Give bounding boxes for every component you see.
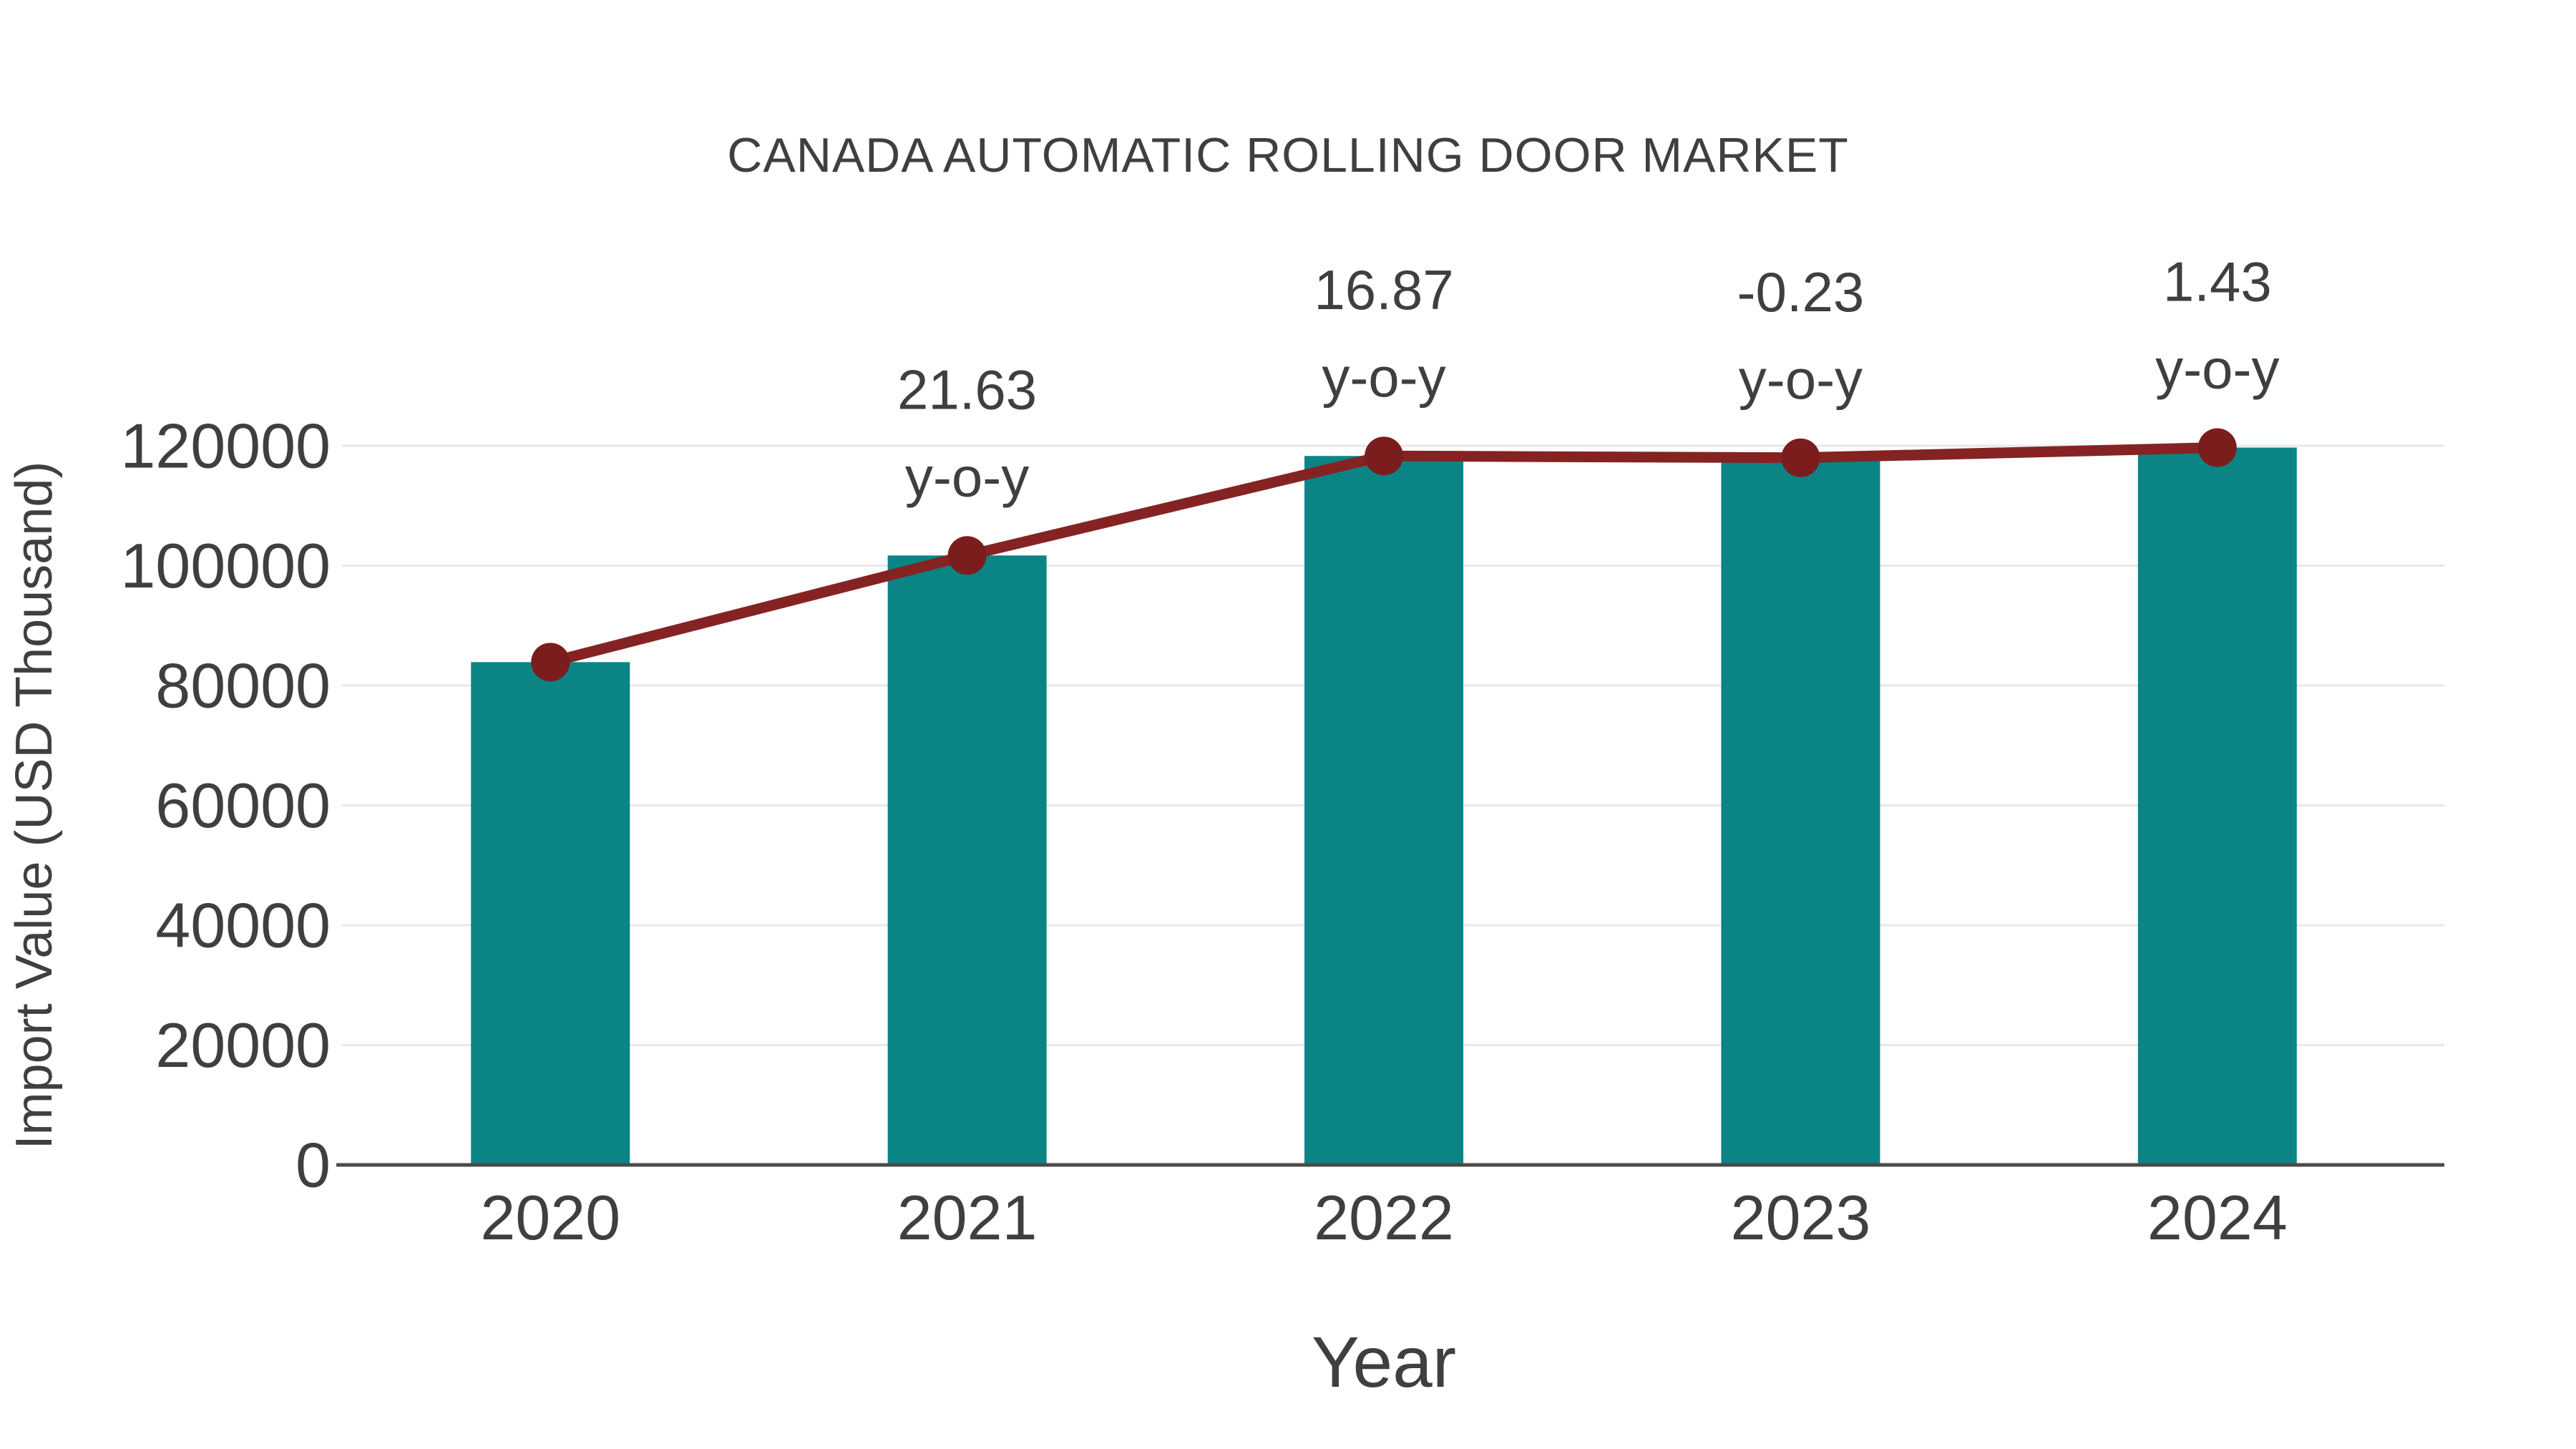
x-tick-label: 2020 [480,1182,620,1253]
x-axis-title: Year [1312,1322,1456,1402]
y-tick-label: 40000 [155,890,331,961]
y-tick-label: 60000 [155,770,331,841]
data-point-marker-2020 [531,643,570,682]
data-point-marker-2021 [947,536,987,575]
y-tick-label: 0 [296,1130,331,1201]
chart-title: CANADA AUTOMATIC ROLLING DOOR MARKET [727,128,1849,182]
x-tick-label: 2024 [2147,1182,2288,1253]
x-tick-label: 2022 [1314,1182,1454,1253]
data-point-marker-2024 [2197,428,2237,467]
x-tick-label: 2023 [1731,1182,1871,1253]
yoy-value-label-2024: 1.43 [2163,250,2272,313]
data-point-marker-2022 [1365,436,1403,476]
y-tick-label: 80000 [155,650,331,721]
y-tick-label: 120000 [120,411,331,482]
bar-2021 [887,555,1047,1165]
yoy-value-label-2022: 16.87 [1314,258,1453,321]
yoy-suffix-label-2021: y-o-y [905,445,1029,508]
bar-2024 [2137,447,2297,1165]
yoy-suffix-label-2024: y-o-y [2155,338,2279,401]
y-axis-title: Import Value (USD Thousand) [6,462,63,1150]
y-tick-label: 100000 [120,530,331,601]
bar-2020 [471,662,630,1165]
data-point-marker-2023 [1781,438,1820,477]
yoy-suffix-label-2023: y-o-y [1739,348,1863,411]
y-tick-label: 20000 [155,1010,331,1080]
bar-2023 [1721,457,1880,1165]
x-tick-label: 2021 [897,1182,1038,1253]
yoy-suffix-label-2022: y-o-y [1322,346,1445,409]
yoy-value-label-2023: -0.23 [1737,260,1865,323]
bar-2022 [1304,456,1463,1165]
yoy-value-label-2021: 21.63 [897,358,1037,421]
